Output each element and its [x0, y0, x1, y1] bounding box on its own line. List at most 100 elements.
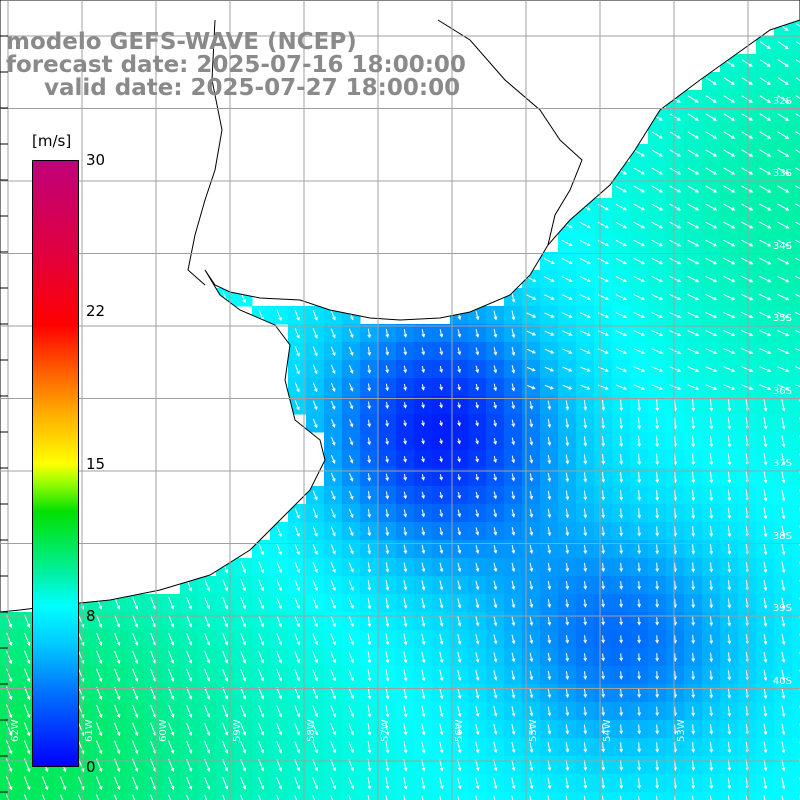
wind-arrow — [240, 687, 246, 699]
wind-arrow — [240, 705, 246, 717]
border-line — [437, 19, 583, 246]
wind-arrow — [475, 741, 479, 753]
wind-arrow-head — [206, 605, 211, 610]
wind-arrow-head — [457, 604, 462, 609]
wind-arrow-head — [659, 314, 664, 319]
wind-arrow — [601, 508, 605, 518]
wind-arrow-head — [403, 404, 407, 409]
wind-arrow-head — [242, 713, 247, 718]
wind-arrow-head — [242, 785, 247, 790]
wind-arrow-head — [565, 442, 570, 447]
wind-arrow-head — [98, 605, 103, 610]
wind-arrow-head — [296, 334, 300, 339]
wind-arrow — [763, 597, 767, 609]
wind-arrow-head — [385, 767, 390, 772]
wind-arrow — [763, 399, 767, 411]
wind-arrow — [529, 491, 533, 499]
wind-arrow-head — [475, 658, 480, 663]
wind-arrow — [457, 741, 461, 753]
wind-arrow — [439, 347, 443, 355]
wind-arrow-head — [655, 639, 659, 644]
wind-arrow — [276, 633, 282, 645]
wind-arrow — [687, 366, 699, 372]
wind-arrow-head — [170, 641, 175, 646]
wind-arrow-head — [655, 675, 659, 680]
wind-arrow — [439, 669, 443, 681]
wind-arrow-head — [619, 585, 624, 590]
wind-arrow-head — [116, 623, 121, 628]
wind-arrow-head — [242, 569, 246, 574]
wind-arrow-head — [493, 495, 498, 500]
model-title: modelo GEFS-WAVE (NCEP) — [6, 29, 357, 55]
wind-arrow-head — [619, 693, 624, 698]
wind-arrow — [741, 366, 753, 372]
wind-arrow — [529, 544, 533, 554]
wind-arrow — [421, 741, 425, 753]
wind-arrow — [651, 294, 663, 300]
wind-arrow-head — [547, 748, 552, 753]
wind-arrow-head — [367, 352, 372, 357]
wind-arrow-head — [314, 695, 319, 700]
wind-arrow-head — [296, 532, 300, 537]
wind-arrow-head — [583, 406, 588, 411]
wind-arrow — [204, 669, 210, 681]
wind-arrow — [741, 348, 753, 354]
lon-label: 57W — [380, 719, 391, 742]
wind-arrow — [795, 131, 800, 135]
wind-arrow-head — [278, 749, 283, 754]
wind-arrow-head — [763, 587, 768, 592]
wind-cell — [72, 792, 91, 800]
wind-arrow — [633, 312, 645, 318]
wind-cell — [18, 792, 37, 800]
wind-arrow — [674, 653, 676, 661]
wind-arrow-head — [767, 81, 771, 85]
wind-arrow — [759, 77, 771, 85]
wind-arrow — [547, 706, 551, 716]
wind-arrow — [674, 471, 676, 483]
wind-arrow-head — [531, 385, 536, 390]
wind-arrow-head — [385, 422, 389, 428]
wind-arrow — [276, 525, 282, 537]
wind-arrow-head — [583, 532, 588, 537]
wind-arrow — [741, 131, 753, 139]
wind-arrow-head — [439, 713, 444, 718]
wind-arrow — [544, 384, 554, 390]
wind-arrow — [385, 651, 389, 663]
wind-arrow-head — [421, 550, 426, 555]
wind-arrow-head — [623, 332, 628, 336]
wind-arrow-head — [604, 296, 609, 301]
wind-arrow-head — [278, 569, 282, 574]
wind-arrow-head — [658, 117, 663, 121]
wind-arrow-head — [188, 641, 193, 646]
wind-arrow-head — [781, 767, 786, 772]
wind-arrow-head — [98, 714, 103, 719]
wind-arrow — [565, 777, 569, 789]
wind-arrow-head — [655, 657, 659, 662]
wind-arrow — [620, 599, 622, 607]
wind-arrow — [777, 77, 789, 85]
wind-arrow — [620, 760, 622, 770]
wind-arrow-head — [731, 260, 736, 265]
wind-arrow — [781, 669, 785, 681]
wind-arrow-head — [601, 568, 606, 573]
wind-arrow-head — [439, 731, 444, 736]
wind-arrow-head — [475, 586, 480, 591]
wind-arrow — [763, 777, 767, 789]
wind-arrow-head — [403, 659, 408, 664]
wind-cell — [792, 738, 800, 757]
wind-arrow — [723, 384, 735, 390]
wind-arrow — [781, 525, 785, 537]
wind-arrow-head — [583, 478, 588, 483]
wind-arrow — [240, 597, 246, 609]
wind-arrow — [565, 724, 569, 734]
wind-arrow — [330, 723, 336, 735]
wind-arrow-head — [457, 676, 462, 682]
wind-arrow — [403, 544, 407, 554]
wind-arrow-head — [767, 278, 772, 283]
wind-arrow-head — [8, 678, 13, 683]
wind-arrow — [114, 722, 120, 736]
wind-arrow — [638, 399, 640, 411]
wind-arrow — [78, 776, 84, 790]
wind-cell — [792, 468, 800, 487]
wind-arrow-head — [677, 278, 682, 283]
